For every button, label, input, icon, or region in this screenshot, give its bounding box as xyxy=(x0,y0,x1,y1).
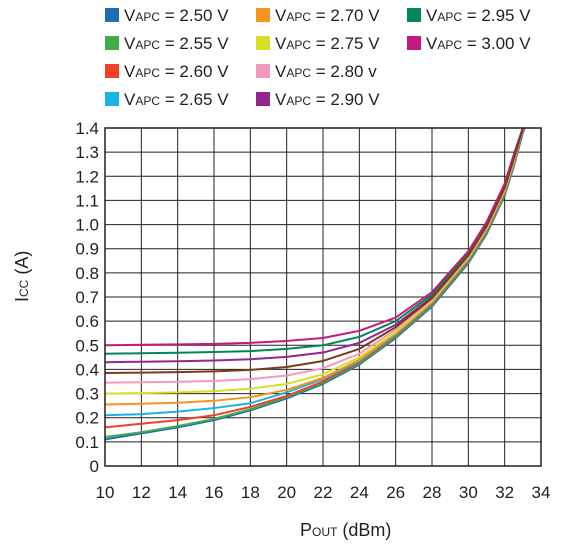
legend-label-main: V xyxy=(124,6,136,25)
legend-entry: VAPC = 2.75 V xyxy=(256,34,380,55)
y-tick-label: 1.1 xyxy=(75,191,99,210)
series-line xyxy=(105,128,524,355)
legend-label-main: V xyxy=(426,34,438,53)
legend-label-sub: APC xyxy=(437,38,463,52)
legend-label-value: = 2.70 V xyxy=(311,6,380,25)
y-tick-label: 0.1 xyxy=(75,433,99,452)
y-tick-label: 0.2 xyxy=(75,409,99,428)
series-lines xyxy=(105,128,526,441)
legend-label-main: V xyxy=(124,62,136,81)
x-axis-label: POUT (dBm) xyxy=(300,520,391,541)
legend-swatch xyxy=(256,64,270,78)
legend-label-value: = 2.50 V xyxy=(160,6,229,25)
legend-label-value: = 2.55 V xyxy=(160,34,229,53)
y-tick-label: 1.3 xyxy=(75,143,99,162)
y-tick-label: 0 xyxy=(90,457,99,476)
x-axis-label-unit: (dBm) xyxy=(337,520,392,540)
y-axis-label-sub: CC xyxy=(17,279,31,297)
legend-label-sub: APC xyxy=(135,38,161,52)
x-tick-label: 26 xyxy=(386,483,405,502)
legend-label-main: V xyxy=(275,90,287,109)
legend-swatch xyxy=(105,36,119,50)
legend-swatch xyxy=(256,92,270,106)
legend-label-sub: APC xyxy=(286,10,312,24)
series-line xyxy=(105,128,524,347)
x-axis-label-main: P xyxy=(300,520,313,540)
legend-label-sub: APC xyxy=(286,66,312,80)
legend-entry: VAPC = 2.65 V xyxy=(105,90,229,111)
legend-label-value: = 2.60 V xyxy=(160,62,229,81)
legend-label-main: V xyxy=(275,6,287,25)
y-tick-labels: 0 0.1 0.2 0.3 0.4 0.5 0.6 0.7 0.8 0.9 1.0 1.1 1.2 1.3… xyxy=(75,119,99,476)
x-tick-label: 32 xyxy=(495,483,514,502)
x-tick-label: 14 xyxy=(168,483,187,502)
legend-label-value: = 2.75 V xyxy=(311,34,380,53)
legend-swatch xyxy=(256,36,270,50)
legend-entry: VAPC = 2.70 V xyxy=(256,6,380,27)
legend-label-value: = 2.90 V xyxy=(311,90,380,109)
legend-swatch xyxy=(407,36,421,50)
y-axis-label-unit: (A) xyxy=(12,250,32,280)
legend-label-sub: APC xyxy=(286,38,312,52)
x-tick-label: 20 xyxy=(277,483,296,502)
y-tick-label: 0.8 xyxy=(75,264,99,283)
y-tick-label: 0.3 xyxy=(75,385,99,404)
x-tick-label: 30 xyxy=(459,483,478,502)
y-tick-label: 0.4 xyxy=(75,360,99,379)
legend-label-main: V xyxy=(275,34,287,53)
x-tick-label: 18 xyxy=(241,483,260,502)
legend-label-value: = 2.80 v xyxy=(311,62,377,81)
y-tick-label: 0.7 xyxy=(75,288,99,307)
plot-frame xyxy=(104,127,542,467)
series-line xyxy=(105,128,524,364)
legend-swatch xyxy=(105,8,119,22)
legend-label-main: V xyxy=(426,6,438,25)
legend-label-value: = 3.00 V xyxy=(462,34,531,53)
y-tick-label: 1.0 xyxy=(75,216,99,235)
legend-entry: VAPC = 2.60 V xyxy=(105,62,229,83)
legend-entry: VAPC = 2.55 V xyxy=(105,34,229,55)
y-tick-label: 1.2 xyxy=(75,167,99,186)
x-tick-label: 10 xyxy=(96,483,115,502)
series-line xyxy=(105,128,524,375)
y-tick-label: 0.9 xyxy=(75,240,99,259)
y-tick-label: 0.5 xyxy=(75,336,99,355)
grid xyxy=(104,127,542,467)
legend-swatch xyxy=(105,92,119,106)
legend-label-value: = 2.95 V xyxy=(462,6,531,25)
legend-label-value: = 2.65 V xyxy=(160,90,229,109)
x-tick-label: 34 xyxy=(532,483,551,502)
x-tick-labels: 10 12 14 16 18 20 22 24 26 28 30 32 34 xyxy=(96,483,551,502)
y-axis-label: ICC (A) xyxy=(12,251,33,302)
y-tick-label: 0.6 xyxy=(75,312,99,331)
legend-swatch xyxy=(105,64,119,78)
series-line xyxy=(105,128,526,439)
legend-entry: VAPC = 2.80 v xyxy=(256,62,377,83)
y-axis-label-main: I xyxy=(12,296,32,302)
legend-label-main: V xyxy=(124,34,136,53)
x-tick-label: 24 xyxy=(350,483,369,502)
x-axis-label-sub: OUT xyxy=(312,525,338,539)
legend-label-main: V xyxy=(275,62,287,81)
legend-label-main: V xyxy=(124,90,136,109)
x-tick-label: 28 xyxy=(423,483,442,502)
legend-label-sub: APC xyxy=(135,94,161,108)
legend-entry: VAPC = 2.95 V xyxy=(407,6,531,27)
legend-swatch xyxy=(407,8,421,22)
legend-label-sub: APC xyxy=(286,94,312,108)
plot-border xyxy=(104,127,542,467)
legend-label-sub: APC xyxy=(135,66,161,80)
y-tick-label: 1.4 xyxy=(75,119,99,138)
x-tick-label: 22 xyxy=(314,483,333,502)
legend-label-sub: APC xyxy=(135,10,161,24)
x-tick-label: 16 xyxy=(205,483,224,502)
legend-entry: VAPC = 3.00 V xyxy=(407,34,531,55)
legend-entry: VAPC = 2.90 V xyxy=(256,90,380,111)
legend-swatch xyxy=(256,8,270,22)
legend-entry: VAPC = 2.50 V xyxy=(105,6,229,27)
x-tick-label: 12 xyxy=(132,483,151,502)
legend-label-sub: APC xyxy=(437,10,463,24)
